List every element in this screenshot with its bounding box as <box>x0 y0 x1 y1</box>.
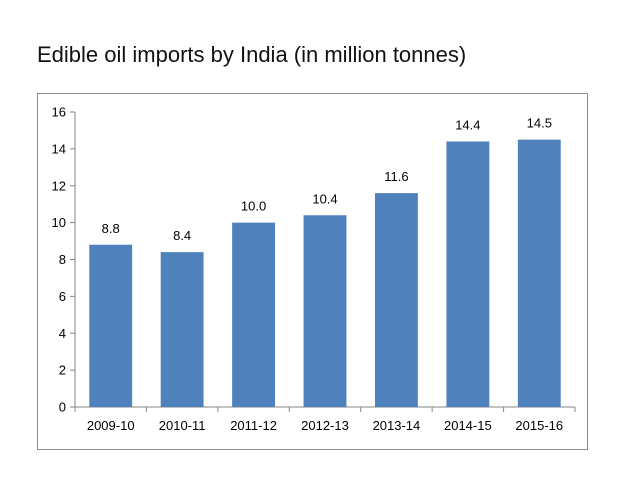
x-category-label: 2010-11 <box>159 418 206 433</box>
y-tick-label: 12 <box>52 178 66 193</box>
y-tick-label: 0 <box>59 400 66 415</box>
data-label: 8.4 <box>173 228 191 243</box>
x-category-label: 2014-15 <box>444 418 492 433</box>
y-tick-label: 4 <box>59 326 66 341</box>
page-title: Edible oil imports by India (in million … <box>37 42 467 67</box>
bar-2014-15 <box>446 141 490 407</box>
x-category-label: 2015-16 <box>515 418 563 433</box>
data-label: 11.6 <box>384 169 408 184</box>
x-category-label: 2009-10 <box>87 418 135 433</box>
bar-chart: 0 2 4 6 8 10 12 14 16 8.8 2009-10 8.4 2010-11 10.0 201… <box>52 105 576 433</box>
data-label: 10.0 <box>241 199 266 214</box>
bar-2011-12 <box>232 222 275 407</box>
y-tick-label: 16 <box>52 105 66 120</box>
y-tick-label: 2 <box>59 363 66 378</box>
x-category-label: 2011-12 <box>230 418 277 433</box>
bar-2012-13 <box>303 215 347 407</box>
data-label: 8.8 <box>102 221 120 236</box>
x-category-label: 2013-14 <box>373 418 421 433</box>
chart-frame: 0 2 4 6 8 10 12 14 16 8.8 2009-10 8.4 2010-11 10.0 201… <box>37 93 588 450</box>
data-label: 14.5 <box>527 116 552 131</box>
data-label: 14.4 <box>455 118 480 133</box>
y-tick-label: 8 <box>59 252 66 267</box>
y-tick-label: 14 <box>52 141 66 156</box>
y-tick-label: 10 <box>52 215 66 230</box>
x-category-label: 2012-13 <box>301 418 349 433</box>
bar-2010-11 <box>160 252 204 407</box>
y-tick-label: 6 <box>59 289 66 304</box>
bar-2009-10 <box>89 244 133 407</box>
data-label: 10.4 <box>312 191 337 206</box>
bar-2013-14 <box>375 193 418 407</box>
bar-2015-16 <box>517 139 561 407</box>
